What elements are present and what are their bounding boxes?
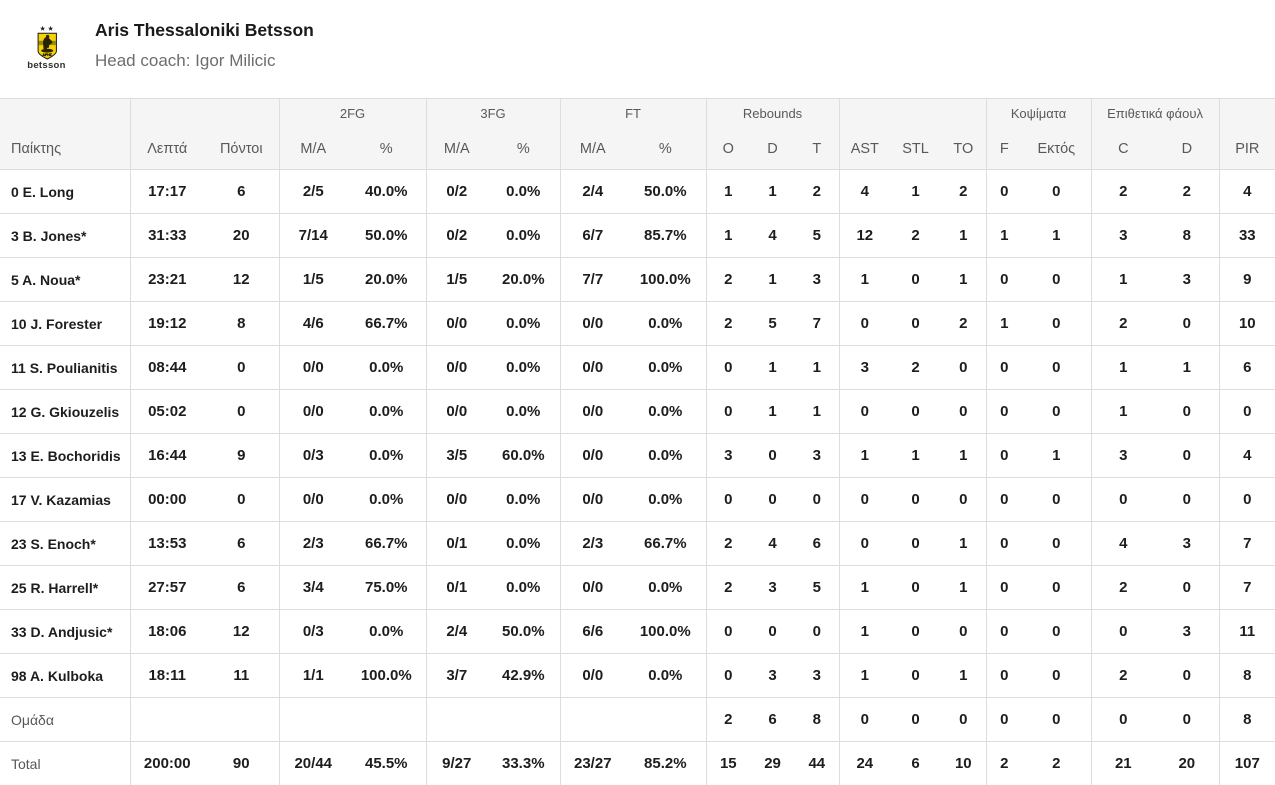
svg-text:ΑΡΗΣ: ΑΡΗΣ xyxy=(42,53,53,57)
